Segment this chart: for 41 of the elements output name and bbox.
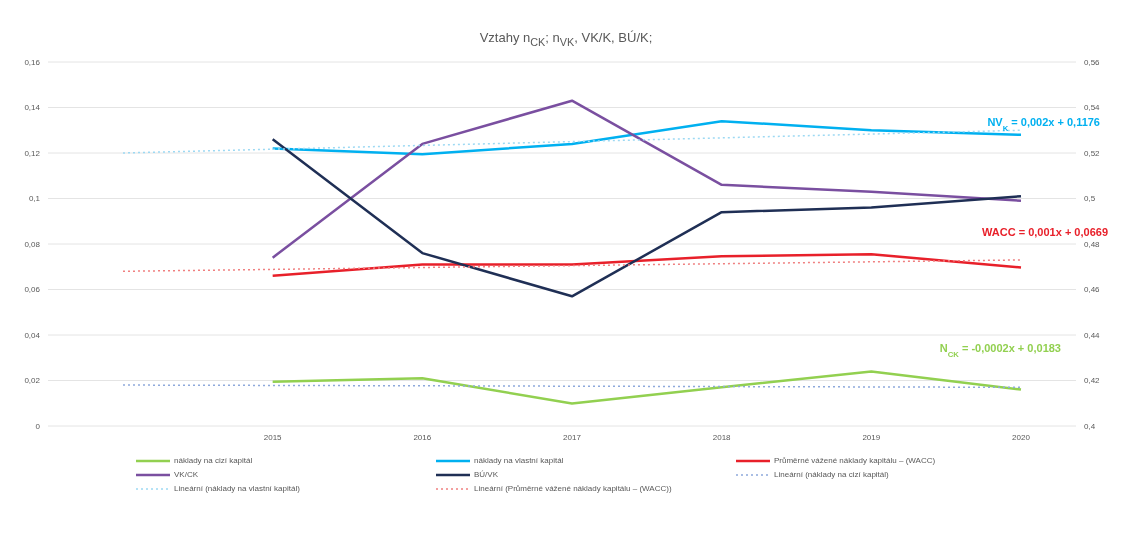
y2-tick-label: 0,42	[1084, 376, 1101, 386]
line-series	[271, 99, 1023, 259]
y-tick-label: 0,08	[24, 239, 41, 249]
x-tick-label: 2020	[1012, 432, 1031, 442]
line-series	[271, 119, 1023, 156]
x-tick-label: 2017	[563, 432, 582, 442]
y-tick-label: 0,06	[24, 285, 41, 295]
x-tick-label: 2018	[712, 432, 732, 442]
legend-label: Průměrné vážené náklady kapitálu – (WACC)	[774, 456, 936, 465]
y2-tick-label: 0,56	[1084, 57, 1101, 67]
legend-label: BÚ/VK	[474, 470, 499, 479]
y-tick-label: 0,04	[24, 330, 41, 340]
line-series	[271, 370, 1023, 405]
legend-label: náklady na vlastní kapitál	[474, 456, 564, 465]
y2-tick-label: 0,44	[1084, 330, 1101, 340]
y2-tick-label: 0,52	[1084, 148, 1101, 158]
x-tick-label: 2016	[413, 432, 432, 442]
y2-tick-label: 0,4	[1084, 421, 1096, 431]
y-tick-label: 0,1	[28, 194, 41, 204]
x-tick-label: 2015	[263, 432, 283, 442]
legend-label: Lineární (náklady na cizí kapitál)	[774, 470, 889, 479]
x-tick-label: 2019	[862, 432, 881, 442]
legend-label: Lineární (Průměrné vážené náklady kapitálu – (WACC))	[474, 484, 672, 493]
y2-tick-label: 0,48	[1084, 239, 1101, 249]
annotation: N$_{CK}$ = -0,0002x + 0,0183	[939, 342, 1061, 359]
y-tick-label: 0	[35, 421, 41, 431]
y-tick-label: 0,16	[24, 57, 41, 67]
y2-tick-label: 0,54	[1084, 103, 1101, 113]
y2-tick-label: 0,46	[1084, 285, 1101, 295]
annotation: NV$_{K}$ = 0,002x + 0,1176	[987, 116, 1100, 133]
annotation: WACC = 0,001x + 0,0669	[982, 226, 1108, 238]
line-series	[271, 138, 1023, 298]
legend-label: náklady na cizí kapitál	[174, 456, 253, 465]
y-tick-label: 0,14	[24, 103, 41, 113]
legend-label: Lineární (náklady na vlastní kapitál)	[174, 484, 300, 493]
legend-label: VK/CK	[174, 470, 199, 479]
y-tick-label: 0,02	[24, 376, 41, 386]
y-tick-label: 0,12	[24, 148, 41, 158]
line-series	[271, 252, 1023, 278]
chart-title: Vztahy n$_{CK}$; n$_{VK}$, VK/K, BÚ/K;	[478, 29, 654, 50]
y2-tick-label: 0,5	[1084, 194, 1096, 204]
